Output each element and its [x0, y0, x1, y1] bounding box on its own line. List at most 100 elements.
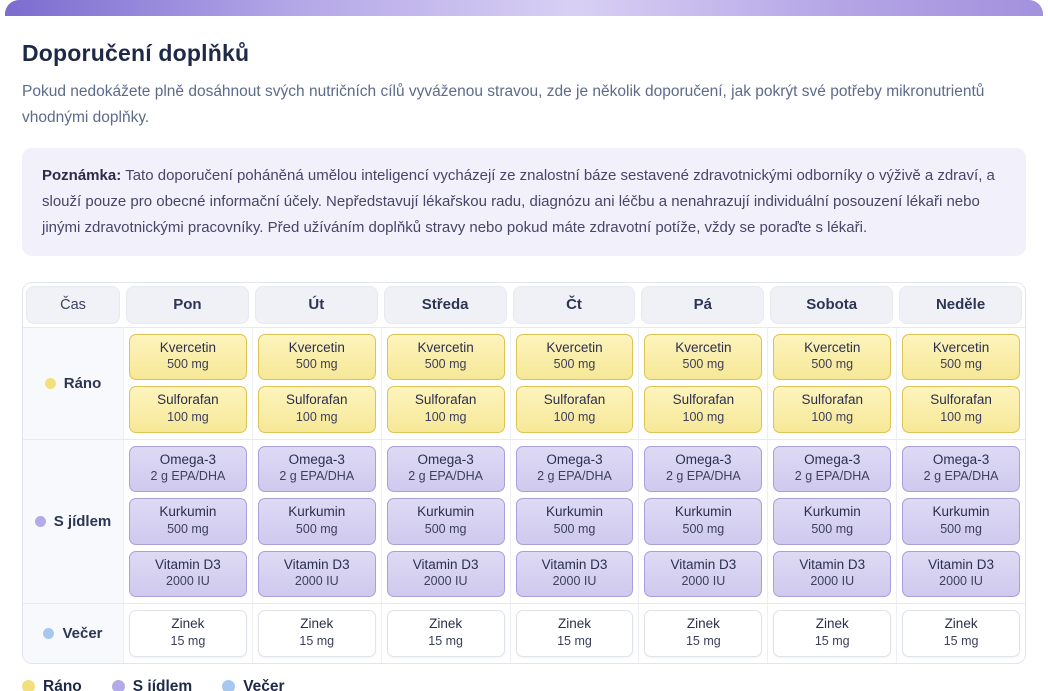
legend-item-label: Večer: [243, 677, 285, 691]
supplement-dose: 100 mg: [553, 409, 596, 424]
supplement-pill-kurkumin[interactable]: Kurkumin 500 mg: [902, 498, 1020, 545]
day-header-label: Neděle: [899, 285, 1022, 324]
supplement-pill-kurkumin[interactable]: Kurkumin 500 mg: [515, 498, 634, 545]
schedule-cell-evening-pa: Zinek 15 mg: [638, 603, 768, 663]
supplement-pill-kurkumin[interactable]: Kurkumin 500 mg: [644, 498, 763, 545]
supplement-pill-zinek[interactable]: Zinek 15 mg: [386, 610, 505, 657]
supplement-pill-kurkumin[interactable]: Kurkumin 500 mg: [773, 498, 892, 545]
supplement-dose: 500 mg: [295, 521, 338, 536]
supplement-dose: 2000 IU: [552, 574, 597, 589]
supplement-pill-kvercetin[interactable]: Kvercetin 500 mg: [773, 333, 892, 381]
schedule-header-day-nedele: Neděle: [896, 282, 1025, 327]
supplement-name: Vitamin D3: [928, 556, 994, 572]
evening-legend-dot-icon: [222, 680, 236, 691]
supplement-pill-sulforafan[interactable]: Sulforafan 100 mg: [129, 386, 247, 433]
schedule-cell-morning-nedele: Kvercetin 500 mg Sulforafan 100 mg: [896, 326, 1025, 439]
supplement-pill-vitamin-d3[interactable]: Vitamin D3 2000 IU: [644, 550, 763, 598]
card-top-accent: [5, 0, 1043, 16]
supplement-pill-vitamin-d3[interactable]: Vitamin D3 2000 IU: [386, 550, 505, 598]
supplement-pill-omega-3[interactable]: Omega-3 2 g EPA/DHA: [515, 445, 634, 493]
disclaimer-note: Poznámka: Tato doporučení poháněná umělou…: [22, 148, 1026, 256]
schedule-cell-evening-sobota: Zinek 15 mg: [767, 603, 897, 663]
supplement-pill-vitamin-d3[interactable]: Vitamin D3 2000 IU: [257, 550, 376, 598]
supplement-dose: 500 mg: [167, 357, 209, 372]
supplement-pill-zinek[interactable]: Zinek 15 mg: [644, 610, 763, 657]
supplement-pill-kvercetin[interactable]: Kvercetin 500 mg: [129, 333, 247, 381]
supplement-pill-kurkumin[interactable]: Kurkumin 500 mg: [386, 498, 505, 545]
supplement-pill-omega-3[interactable]: Omega-3 2 g EPA/DHA: [902, 445, 1020, 493]
supplement-pill-zinek[interactable]: Zinek 15 mg: [129, 610, 247, 657]
supplement-pill-zinek[interactable]: Zinek 15 mg: [257, 610, 376, 657]
supplement-name: Vitamin D3: [799, 556, 866, 572]
supplement-pill-vitamin-d3[interactable]: Vitamin D3 2000 IU: [902, 550, 1020, 598]
supplement-name: Vitamin D3: [670, 556, 737, 572]
schedule-header-time: Čas: [23, 282, 123, 327]
supplement-name: Kurkumin: [417, 504, 475, 520]
supplement-pill-zinek[interactable]: Zinek 15 mg: [773, 610, 892, 657]
with-food-dot-icon: [34, 515, 46, 527]
supplement-dose: 2000 IU: [810, 574, 855, 589]
supplement-name: Sulforafan: [672, 392, 735, 408]
supplement-name: Zinek: [300, 616, 334, 632]
day-header-label: Pon: [126, 285, 249, 324]
supplement-pill-sulforafan[interactable]: Sulforafan 100 mg: [257, 386, 376, 433]
supplement-pill-sulforafan[interactable]: Sulforafan 100 mg: [644, 386, 763, 433]
supplement-pill-sulforafan[interactable]: Sulforafan 100 mg: [773, 386, 892, 433]
supplement-name: Kvercetin: [417, 339, 474, 355]
supplement-pill-vitamin-d3[interactable]: Vitamin D3 2000 IU: [129, 550, 247, 598]
disclaimer-note-label: Poznámka:: [42, 167, 122, 185]
supplement-pill-omega-3[interactable]: Omega-3 2 g EPA/DHA: [257, 445, 376, 493]
supplement-pill-zinek[interactable]: Zinek 15 mg: [515, 610, 634, 657]
supplement-name: Kvercetin: [159, 339, 217, 355]
supplement-pill-kvercetin[interactable]: Kvercetin 500 mg: [257, 333, 376, 381]
schedule-cell-with-food-streda: Omega-3 2 g EPA/DHA Kurkumin 500 mg Vitamin …: [380, 438, 510, 604]
supplement-pill-omega-3[interactable]: Omega-3 2 g EPA/DHA: [644, 445, 763, 493]
supplement-pill-zinek[interactable]: Zinek 15 mg: [902, 610, 1020, 657]
page-subtitle: Pokud nedokážete plně dosáhnout svých nu…: [22, 83, 985, 126]
supplement-name: Kurkumin: [803, 504, 861, 520]
schedule-cell-with-food-ut: Omega-3 2 g EPA/DHA Kurkumin 500 mg Vitamin …: [251, 438, 381, 604]
supplement-pill-vitamin-d3[interactable]: Vitamin D3 2000 IU: [773, 550, 892, 598]
supplement-pill-kvercetin[interactable]: Kvercetin 500 mg: [515, 333, 634, 381]
supplement-dose: 2000 IU: [681, 574, 726, 589]
schedule-header-day-ct: Čt: [509, 282, 639, 327]
supplement-dose: 15 mg: [557, 633, 592, 648]
supplement-pill-kvercetin[interactable]: Kvercetin 500 mg: [902, 333, 1020, 381]
supplement-pill-kvercetin[interactable]: Kvercetin 500 mg: [644, 333, 763, 381]
supplement-pill-omega-3[interactable]: Omega-3 2 g EPA/DHA: [386, 445, 505, 493]
supplement-name: Vitamin D3: [283, 556, 350, 572]
supplement-dose: 15 mg: [299, 633, 335, 648]
supplement-name: Kvercetin: [932, 339, 990, 355]
schedule-cell-evening-ct: Zinek 15 mg: [509, 603, 639, 663]
supplement-dose: 2 g EPA/DHA: [537, 469, 612, 484]
legend-item-morning: Ráno: [22, 678, 82, 691]
supplement-dose: 15 mg: [814, 633, 850, 648]
supplement-pill-sulforafan[interactable]: Sulforafan 100 mg: [386, 386, 505, 433]
supplement-pill-omega-3[interactable]: Omega-3 2 g EPA/DHA: [773, 445, 892, 493]
schedule-cell-with-food-sobota: Omega-3 2 g EPA/DHA Kurkumin 500 mg Vitamin …: [767, 438, 897, 604]
supplement-pill-vitamin-d3[interactable]: Vitamin D3 2000 IU: [515, 550, 634, 598]
supplement-pill-kurkumin[interactable]: Kurkumin 500 mg: [257, 498, 376, 545]
supplement-pill-omega-3[interactable]: Omega-3 2 g EPA/DHA: [129, 445, 247, 493]
supplement-name: Sulforafan: [157, 392, 219, 408]
schedule-header-day-sobota: Sobota: [767, 282, 897, 327]
supplement-name: Omega-3: [675, 451, 732, 467]
supplement-name: Vitamin D3: [541, 556, 608, 572]
supplement-name: Zinek: [171, 616, 205, 632]
supplement-dose: 2 g EPA/DHA: [794, 469, 870, 484]
supplement-pill-kurkumin[interactable]: Kurkumin 500 mg: [129, 498, 247, 545]
supplement-dose: 500 mg: [553, 357, 596, 372]
with-food-legend-dot-icon: [111, 680, 125, 691]
supplement-name: Kurkumin: [932, 504, 990, 520]
supplement-pill-sulforafan[interactable]: Sulforafan 100 mg: [515, 386, 634, 433]
schedule-cell-morning-ut: Kvercetin 500 mg Sulforafan 100 mg: [251, 326, 381, 439]
supplement-dose: 500 mg: [295, 357, 338, 372]
supplement-pill-kvercetin[interactable]: Kvercetin 500 mg: [386, 333, 505, 381]
supplement-dose: 500 mg: [682, 357, 725, 372]
supplement-dose: 15 mg: [943, 633, 979, 648]
time-row-label-evening: Večer: [23, 603, 123, 663]
supplement-name: Vitamin D3: [412, 556, 479, 572]
supplement-pill-sulforafan[interactable]: Sulforafan 100 mg: [902, 386, 1020, 433]
supplement-name: Omega-3: [804, 451, 861, 467]
supplement-dose: 2000 IU: [294, 574, 339, 589]
